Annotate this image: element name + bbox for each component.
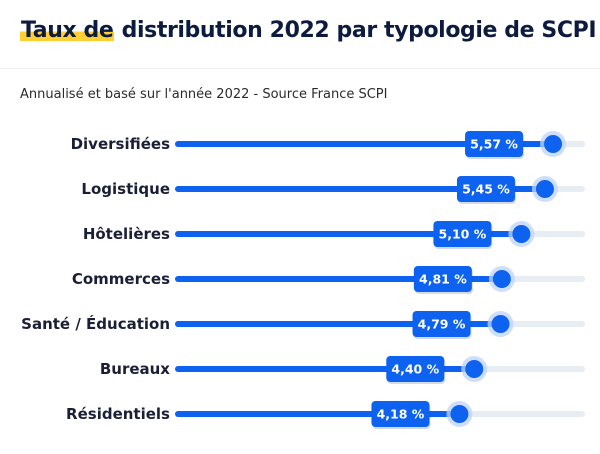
- title-rest: distribution 2022 par typologie de SCPI: [114, 18, 597, 43]
- value-label-box: [456, 176, 515, 202]
- category-label: Logistique: [81, 180, 170, 198]
- data-label: 4,79 %: [418, 317, 466, 332]
- bar-knob: [465, 360, 484, 378]
- chart-title: Taux de distribution 2022 par typologie …: [20, 18, 597, 43]
- data-label: 4,18 %: [377, 407, 425, 422]
- category-label: Santé / Éducation: [21, 314, 170, 333]
- data-label: 5,57 %: [470, 137, 518, 152]
- data-label: 4,81 %: [419, 272, 467, 287]
- value-label-box: [412, 311, 471, 337]
- value-label-box: [433, 221, 492, 247]
- category-label: Hôtelières: [83, 225, 170, 243]
- bar-knob: [491, 315, 510, 333]
- category-label: Bureaux: [100, 360, 170, 378]
- bar-knob: [535, 180, 554, 198]
- data-label: 5,45 %: [462, 182, 510, 197]
- bar-knob: [450, 405, 469, 423]
- header-divider: [0, 68, 600, 69]
- data-label: 4,40 %: [391, 362, 439, 377]
- bar-knob: [544, 135, 563, 153]
- bar-knob: [512, 225, 531, 243]
- bar-knob: [492, 270, 511, 288]
- value-label-box: [386, 356, 445, 382]
- category-label: Commerces: [72, 270, 170, 288]
- category-label: Résidentiels: [66, 405, 170, 423]
- value-label-box: [371, 401, 430, 427]
- chart-subtitle: Annualisé et basé sur l'année 2022 - Sou…: [20, 87, 388, 102]
- value-label-box: [413, 266, 472, 292]
- value-label-box: [465, 131, 524, 157]
- category-label: Diversifiées: [71, 135, 170, 153]
- title-highlight: Taux de: [20, 18, 115, 43]
- data-label: 5,10 %: [439, 227, 487, 242]
